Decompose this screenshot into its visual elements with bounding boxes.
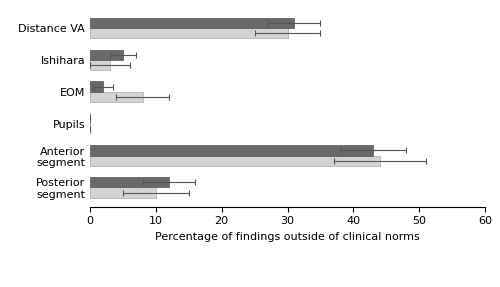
Bar	[90, 50, 123, 60]
Bar	[90, 18, 294, 28]
Bar	[90, 28, 288, 38]
Bar	[90, 145, 373, 156]
Bar	[90, 60, 110, 70]
Bar	[90, 156, 380, 166]
Bar	[90, 92, 142, 102]
Bar	[90, 82, 103, 92]
X-axis label: Percentage of findings outside of clinical norms: Percentage of findings outside of clinic…	[155, 232, 420, 242]
Bar	[90, 187, 156, 198]
Bar	[90, 177, 169, 187]
